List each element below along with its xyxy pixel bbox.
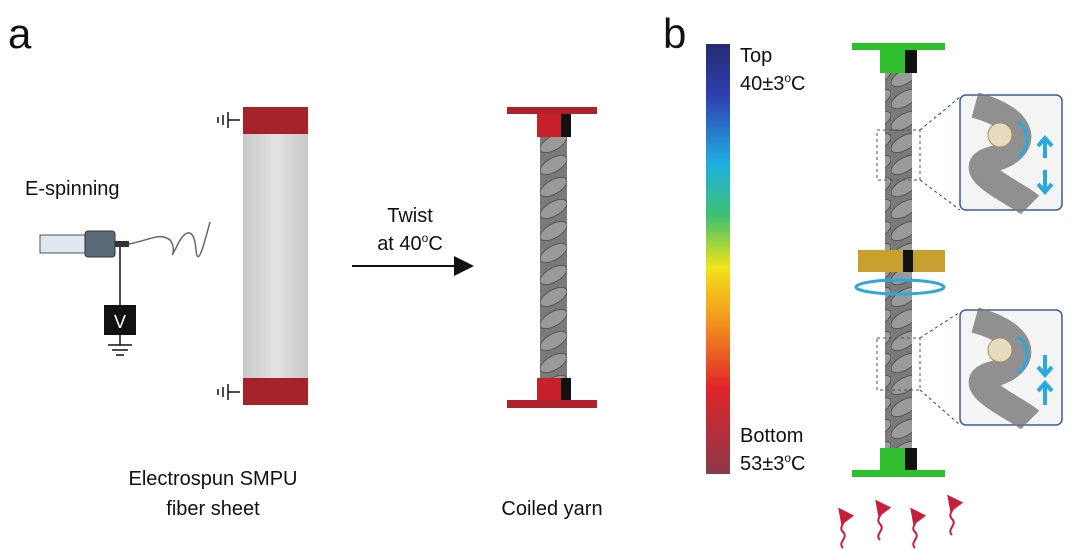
text-part: o — [784, 451, 791, 465]
bottom-label: Bottom — [740, 425, 803, 447]
voltage-label: V — [114, 312, 126, 332]
espinning-label: E-spinning — [25, 178, 120, 200]
text-part: C — [428, 233, 442, 255]
twist-label: at 40oC — [377, 231, 443, 255]
color-bar — [706, 44, 730, 474]
text-part: o — [422, 231, 429, 245]
syringe — [39, 221, 211, 356]
coiled-yarn — [507, 107, 597, 408]
top-label: Top — [740, 45, 772, 67]
text-part: o — [784, 71, 791, 85]
bottom-temp: 53±3oC — [740, 451, 806, 475]
text-part: 53±3 — [740, 453, 784, 475]
twist-label: Twist — [387, 205, 433, 227]
text-part: at 40 — [377, 233, 421, 255]
heat-arrows — [838, 494, 964, 549]
panel-label: b — [663, 10, 686, 57]
sheet-caption: Electrospun SMPU — [129, 468, 298, 490]
text-part: C — [791, 73, 805, 95]
panel-label: a — [8, 10, 32, 57]
text-part: C — [791, 453, 805, 475]
heated-yarn — [852, 43, 1063, 477]
fiber-sheet — [217, 107, 308, 405]
top-temp: 40±3oC — [740, 71, 806, 95]
yarn-caption: Coiled yarn — [501, 498, 602, 520]
text-part: 40±3 — [740, 73, 784, 95]
sheet-caption: fiber sheet — [166, 498, 260, 520]
